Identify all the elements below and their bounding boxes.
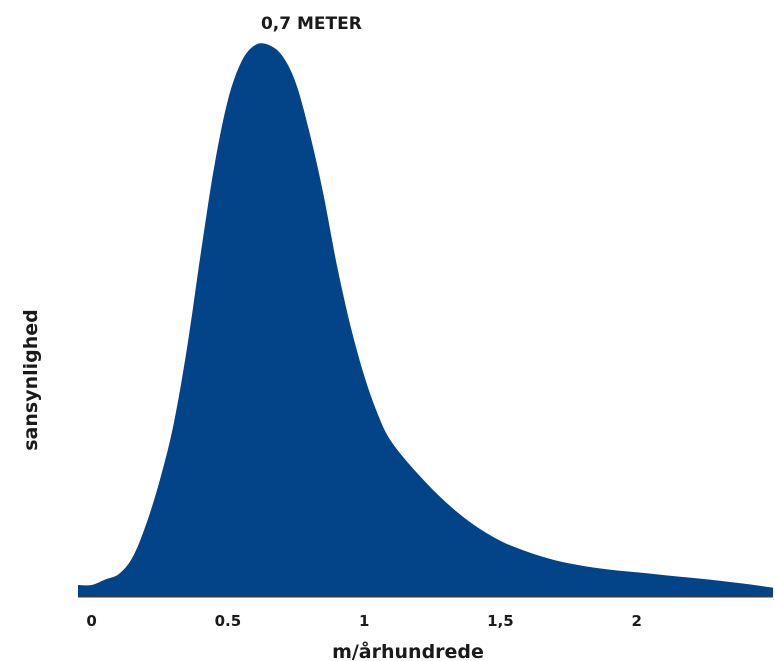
x-tick-label: 0.5 — [215, 612, 242, 630]
x-axis-title: m/århundrede — [332, 639, 484, 661]
x-tick-label: 1 — [359, 612, 369, 630]
x-tick-label: 1,5 — [487, 612, 514, 630]
x-tick-label: 0 — [86, 612, 96, 630]
y-axis-title: sansynlighed — [20, 309, 42, 451]
peak-annotation: 0,7 METER — [261, 14, 362, 34]
probability-area — [78, 43, 773, 597]
x-tick-labels: 0 0.5 1 1,5 2 — [86, 612, 642, 630]
x-tick-label: 2 — [632, 612, 642, 630]
